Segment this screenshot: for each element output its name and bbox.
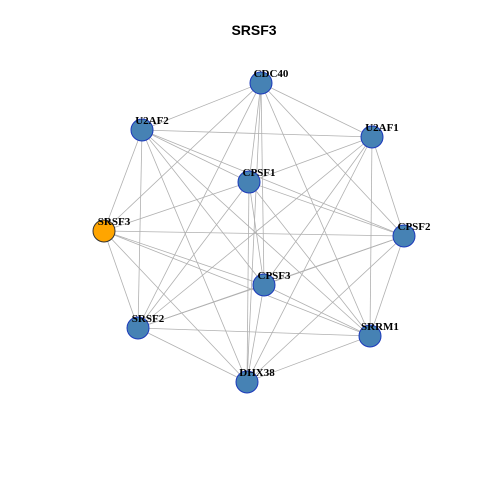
edge-srrm1-dhx38: [246, 335, 371, 383]
node-label-u2af2: U2AF2: [135, 115, 169, 127]
node-srsf3: [92, 219, 116, 243]
edge-cdc40-cpsf2: [260, 82, 405, 237]
edge-srrm1-srsf2: [137, 327, 371, 337]
edge-u2af1-srrm1: [369, 136, 373, 337]
edge-cdc40-u2af2: [141, 82, 262, 131]
edge-cdc40-cpsf1: [248, 82, 262, 183]
edge-cpsf2-srsf3: [103, 230, 405, 237]
edge-srsf2-u2af2: [137, 129, 143, 329]
edge-cpsf2-cpsf3: [263, 235, 405, 286]
edge-u2af2-cpsf3: [141, 129, 265, 286]
edge-srsf2-cpsf3: [137, 284, 265, 329]
node-label-cpsf3: CPSF3: [258, 270, 292, 282]
edge-cpsf1-cpsf3: [248, 181, 265, 286]
edge-u2af1-cpsf1: [248, 136, 373, 183]
node-cpsf1: [237, 170, 261, 194]
edge-dhx38-cpsf1: [246, 181, 250, 383]
node-cpsf2: [392, 224, 416, 248]
node-label-srsf2: SRSF2: [132, 313, 165, 325]
edge-cpsf2-srrm1: [369, 235, 405, 337]
edge-srrm1-cpsf3: [263, 284, 371, 337]
edge-cdc40-srsf2: [137, 82, 262, 329]
edge-srsf2-srsf3: [103, 230, 139, 329]
node-label-srsf3: SRSF3: [98, 216, 131, 228]
node-label-dhx38: DHX38: [239, 367, 275, 379]
node-label-u2af1: U2AF1: [365, 122, 399, 134]
edge-cdc40-cpsf3: [260, 82, 265, 286]
node-label-cpsf1: CPSF1: [243, 167, 276, 179]
edge-cpsf2-cpsf1: [248, 181, 405, 237]
edge-srrm1-srsf3: [103, 230, 371, 337]
node-layer: [92, 71, 416, 394]
node-cpsf3: [252, 273, 276, 297]
edge-dhx38-srsf2: [137, 327, 248, 383]
edge-srsf3-cpsf3: [103, 230, 265, 286]
edge-srrm1-cpsf1: [248, 181, 371, 337]
edge-cpsf2-dhx38: [246, 235, 405, 383]
node-srsf2: [126, 316, 150, 340]
node-u2af2: [130, 118, 154, 142]
edge-dhx38-cpsf3: [246, 284, 265, 383]
edge-srsf2-cpsf1: [137, 181, 250, 329]
edge-srsf3-u2af2: [103, 129, 143, 232]
edge-cdc40-srsf3: [103, 82, 262, 232]
edge-u2af1-u2af2: [141, 129, 373, 138]
node-label-cdc40: CDC40: [254, 68, 289, 80]
label-layer: CDC40 U2AF1 CPSF2 SRRM1 DHX38 SRSF2 SRSF3 U2AF2…: [98, 68, 431, 379]
edge-layer: [103, 82, 405, 383]
edge-cpsf2-u2af2: [141, 129, 405, 237]
diagram-title: SRSF3: [231, 22, 276, 38]
edge-u2af1-cpsf3: [263, 136, 373, 286]
edge-dhx38-srsf3: [103, 230, 248, 383]
edge-cdc40-u2af1: [260, 82, 373, 138]
edge-dhx38-u2af2: [141, 129, 248, 383]
node-u2af1: [360, 125, 384, 149]
edge-srsf3-cpsf1: [103, 181, 250, 232]
edge-u2af1-cpsf2: [371, 136, 405, 237]
edge-srrm1-u2af2: [141, 129, 371, 337]
edge-cdc40-srrm1: [260, 82, 371, 337]
node-dhx38: [235, 370, 259, 394]
edge-cdc40-dhx38: [246, 82, 262, 383]
node-srrm1: [358, 324, 382, 348]
edge-u2af2-cpsf1: [141, 129, 250, 183]
node-cdc40: [249, 71, 273, 95]
node-label-srrm1: SRRM1: [361, 321, 399, 333]
node-label-cpsf2: CPSF2: [398, 221, 432, 233]
